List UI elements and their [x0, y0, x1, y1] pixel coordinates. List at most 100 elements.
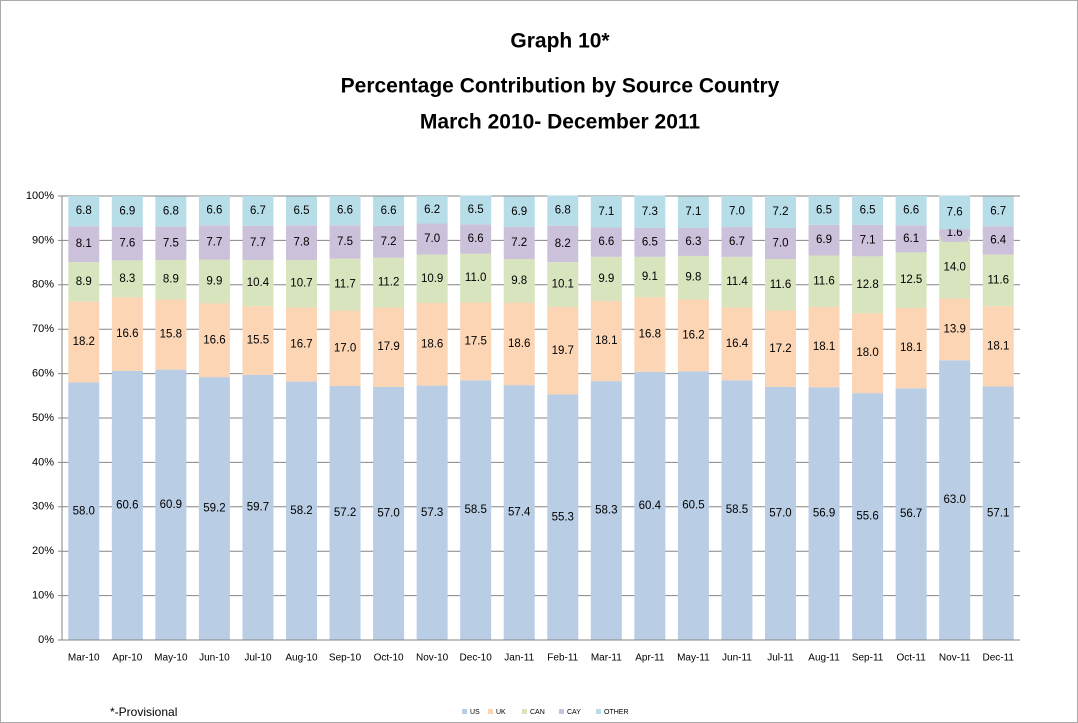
bar-segment [721, 256, 753, 308]
data-label: 7.8 [294, 237, 310, 249]
data-label: 18.0 [856, 347, 878, 359]
x-tick-label: Sep-11 [852, 653, 884, 664]
data-label: 7.0 [729, 206, 745, 218]
bar-segment [503, 259, 535, 303]
data-label: 8.3 [119, 273, 135, 285]
data-label: 11.4 [726, 276, 748, 288]
label-box [113, 202, 142, 221]
bar-segment [852, 393, 884, 640]
data-label: 7.6 [119, 238, 135, 250]
y-tick-label: 90% [32, 234, 54, 246]
bar-segment [765, 310, 796, 387]
label-box [374, 232, 403, 251]
label-box [156, 202, 185, 221]
data-label: 13.9 [943, 323, 965, 335]
x-tick-label: Apr-10 [112, 653, 142, 664]
data-label: 6.9 [816, 234, 832, 246]
bar-segment [460, 253, 492, 303]
data-label: 57.4 [508, 507, 531, 519]
bar-segment [808, 387, 840, 640]
bar-segment [416, 303, 448, 386]
legend-swatch [462, 709, 467, 714]
label-box [766, 202, 795, 221]
y-tick-label: 20% [32, 545, 54, 557]
data-label: 7.2 [773, 206, 789, 218]
label-box [810, 231, 839, 250]
data-label: 6.7 [990, 205, 1006, 217]
bar-segment [155, 259, 187, 300]
data-label: 6.6 [468, 233, 484, 245]
data-label: 56.9 [813, 508, 835, 520]
legend-swatch [596, 709, 601, 714]
x-tick-label: May-10 [154, 653, 188, 664]
data-label: 60.6 [116, 499, 138, 511]
label-box [810, 201, 839, 220]
bar-segment [155, 369, 187, 640]
x-tick-label: Nov-10 [416, 653, 449, 664]
y-tick-label: 10% [32, 590, 54, 602]
bar-segment [373, 257, 405, 308]
label-box [331, 201, 360, 220]
data-label: 9.8 [511, 275, 527, 287]
bar-segment [765, 386, 796, 640]
bar-segment [677, 255, 709, 300]
bar-segment [590, 256, 622, 301]
data-label: 60.4 [639, 500, 662, 512]
data-label: 6.8 [555, 205, 571, 217]
data-label: 10.1 [552, 279, 574, 291]
data-label: 10.9 [421, 273, 443, 285]
data-label: 18.2 [73, 336, 95, 348]
label-box [418, 200, 447, 219]
bar-segment [895, 388, 927, 640]
data-label: 57.0 [377, 507, 399, 519]
label-box [200, 201, 229, 220]
label-box [897, 229, 926, 248]
x-tick-label: Dec-10 [460, 653, 493, 664]
label-box [897, 201, 926, 220]
bar-segment [939, 360, 971, 640]
y-tick-label: 100% [26, 190, 54, 202]
data-label: 6.6 [903, 205, 919, 217]
data-label: 8.2 [555, 238, 571, 250]
x-tick-label: Jun-10 [199, 653, 230, 664]
data-label: 7.6 [947, 206, 963, 218]
label-box [984, 202, 1013, 221]
x-tick-label: Aug-10 [285, 653, 318, 664]
data-label: 6.1 [903, 233, 919, 245]
data-label: 7.3 [642, 206, 658, 218]
bar-segment [68, 262, 100, 302]
bar-segment [503, 385, 535, 640]
chart-title: Graph 10* [510, 30, 610, 53]
bar-segment [242, 259, 274, 307]
bar-segment [373, 307, 405, 387]
label-box [505, 202, 534, 221]
label-box [722, 202, 751, 221]
label-box [287, 201, 316, 220]
bar-segment [547, 262, 579, 307]
bar-segment [677, 371, 709, 640]
data-label: 17.0 [334, 342, 356, 354]
y-tick-label: 70% [32, 323, 54, 335]
y-tick-label: 50% [32, 412, 54, 424]
bar-segment [808, 255, 840, 307]
data-label: 16.2 [682, 329, 704, 341]
data-label: 60.5 [682, 500, 704, 512]
x-tick-label: Aug-11 [808, 653, 840, 664]
label-box [200, 233, 229, 252]
bar-segment [547, 307, 579, 395]
label-box [635, 233, 664, 252]
data-label: 7.1 [598, 206, 614, 218]
data-label: 8.9 [76, 276, 92, 288]
x-tick-label: Dec-11 [982, 653, 1014, 664]
label-box [722, 232, 751, 251]
data-label: 55.6 [856, 511, 878, 523]
y-tick-label: 0% [38, 634, 54, 646]
bar-segment [939, 298, 971, 361]
label-box [984, 231, 1013, 250]
data-label: 6.7 [250, 205, 266, 217]
x-tick-label: Jan-11 [504, 653, 534, 664]
data-label: 16.6 [116, 328, 138, 340]
data-label: 7.5 [337, 236, 353, 248]
bar-segment [198, 303, 230, 378]
